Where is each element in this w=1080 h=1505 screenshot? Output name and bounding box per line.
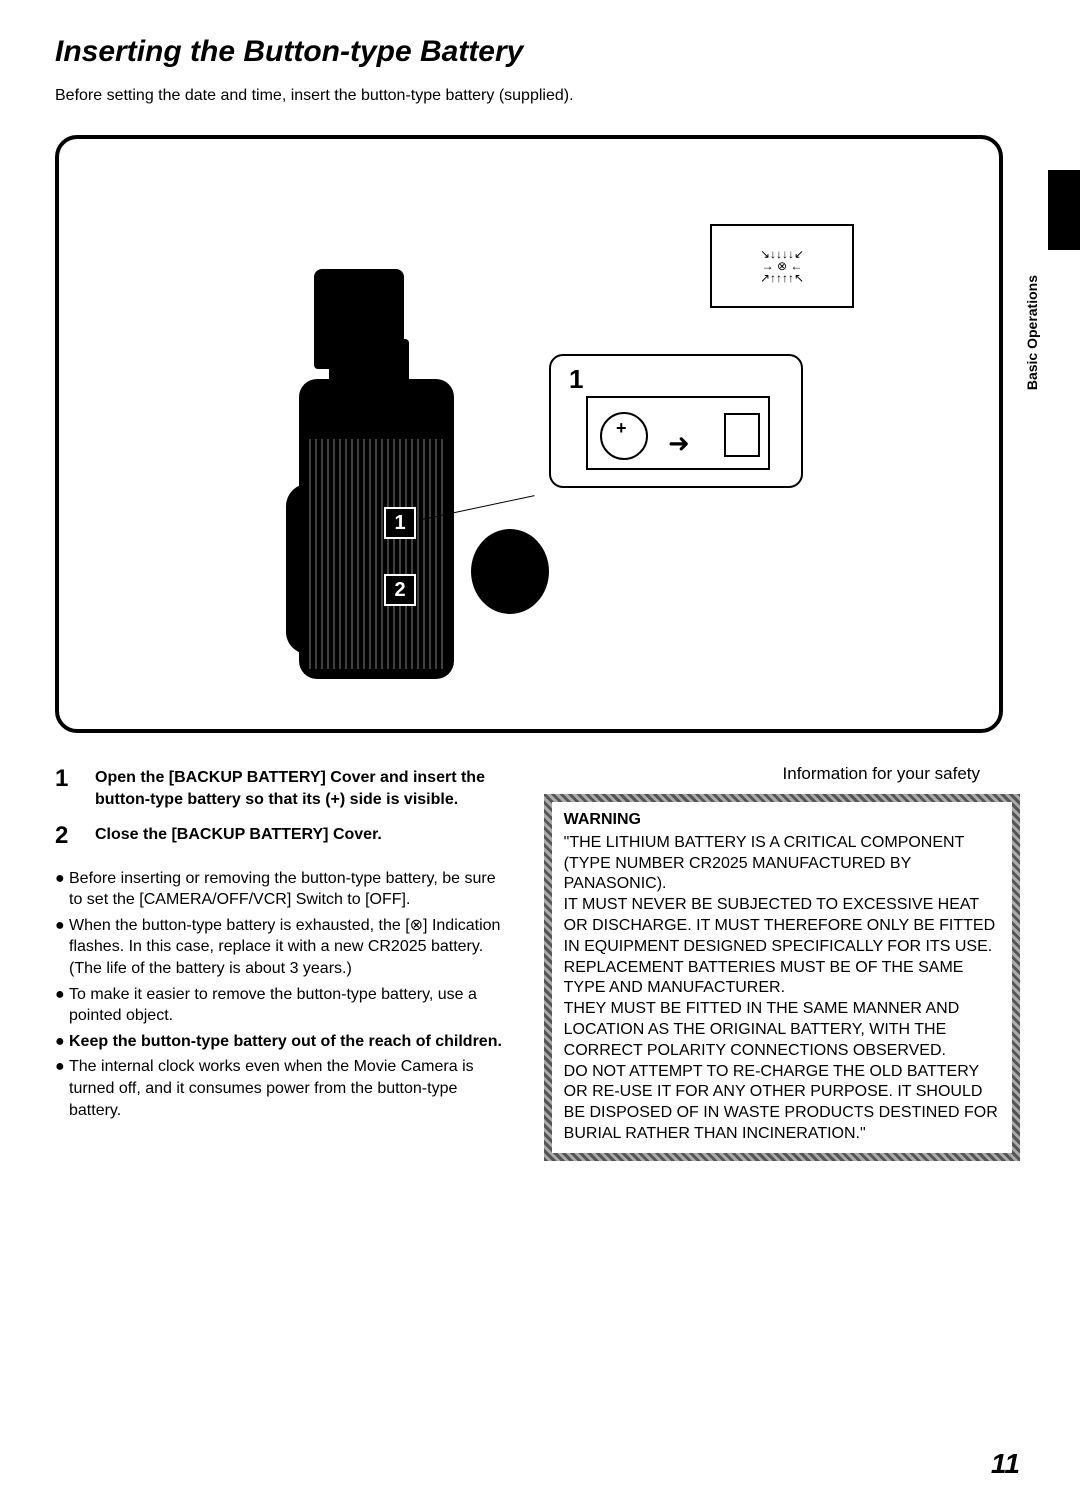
left-column: 1 Open the [BACKUP BATTERY] Cover and in… [55, 763, 509, 1161]
notes-list: ●Before inserting or removing the button… [55, 868, 509, 1122]
camcorder-illustration: 1 2 [274, 269, 534, 679]
page-number: 11 [991, 1448, 1020, 1480]
note-text: Before inserting or removing the button-… [69, 868, 509, 911]
right-column: Information for your safety WARNING "THE… [544, 763, 1020, 1161]
warning-title: WARNING [564, 810, 1000, 831]
step-1: 1 Open the [BACKUP BATTERY] Cover and in… [55, 763, 509, 810]
step-2: 2 Close the [BACKUP BATTERY] Cover. [55, 820, 509, 852]
step-text: Open the [BACKUP BATTERY] Cover and inse… [95, 763, 509, 810]
battery-slot-callout: 1 ➜ [549, 354, 803, 488]
note-text: To make it easier to remove the button-t… [69, 984, 509, 1027]
diagram-label-1: 1 [384, 507, 416, 539]
diagram-label-2: 2 [384, 574, 416, 606]
section-tab [1048, 170, 1080, 250]
note-item-bold: ●Keep the button-type battery out of the… [55, 1031, 509, 1053]
insert-arrow-icon: ➜ [668, 428, 690, 459]
note-item: ●When the button-type battery is exhaust… [55, 915, 509, 980]
note-text: When the button-type battery is exhauste… [69, 915, 509, 980]
note-text: Keep the button-type battery out of the … [69, 1031, 502, 1053]
step-text: Close the [BACKUP BATTERY] Cover. [95, 820, 382, 852]
diagram-frame: ↘↓↓↓↓↙→ ⊗ ←↗↑↑↑↑↖ 1 2 1 ➜ [55, 135, 1003, 733]
warning-body: "THE LITHIUM BATTERY IS A CRITICAL COMPO… [564, 833, 1000, 1145]
safety-heading: Information for your safety [544, 763, 1020, 786]
section-label: Basic Operations [1024, 275, 1040, 390]
note-item: ●Before inserting or removing the button… [55, 868, 509, 911]
note-item: ●To make it easier to remove the button-… [55, 984, 509, 1027]
intro-text: Before setting the date and time, insert… [55, 87, 1020, 105]
page-title: Inserting the Button-type Battery [55, 35, 1020, 69]
step-number: 2 [55, 820, 95, 852]
inset-indicator-box: ↘↓↓↓↓↙→ ⊗ ←↗↑↑↑↑↖ [710, 224, 854, 308]
note-item: ●The internal clock works even when the … [55, 1056, 509, 1121]
section-label-wrap: Basic Operations [1010, 170, 1050, 390]
note-text: The internal clock works even when the M… [69, 1056, 509, 1121]
step-number: 1 [55, 763, 95, 810]
battery-indicator-icon: ↘↓↓↓↓↙→ ⊗ ←↗↑↑↑↑↖ [760, 248, 804, 284]
callout-number: 1 [569, 364, 583, 395]
warning-box: WARNING "THE LITHIUM BATTERY IS A CRITIC… [544, 794, 1020, 1161]
